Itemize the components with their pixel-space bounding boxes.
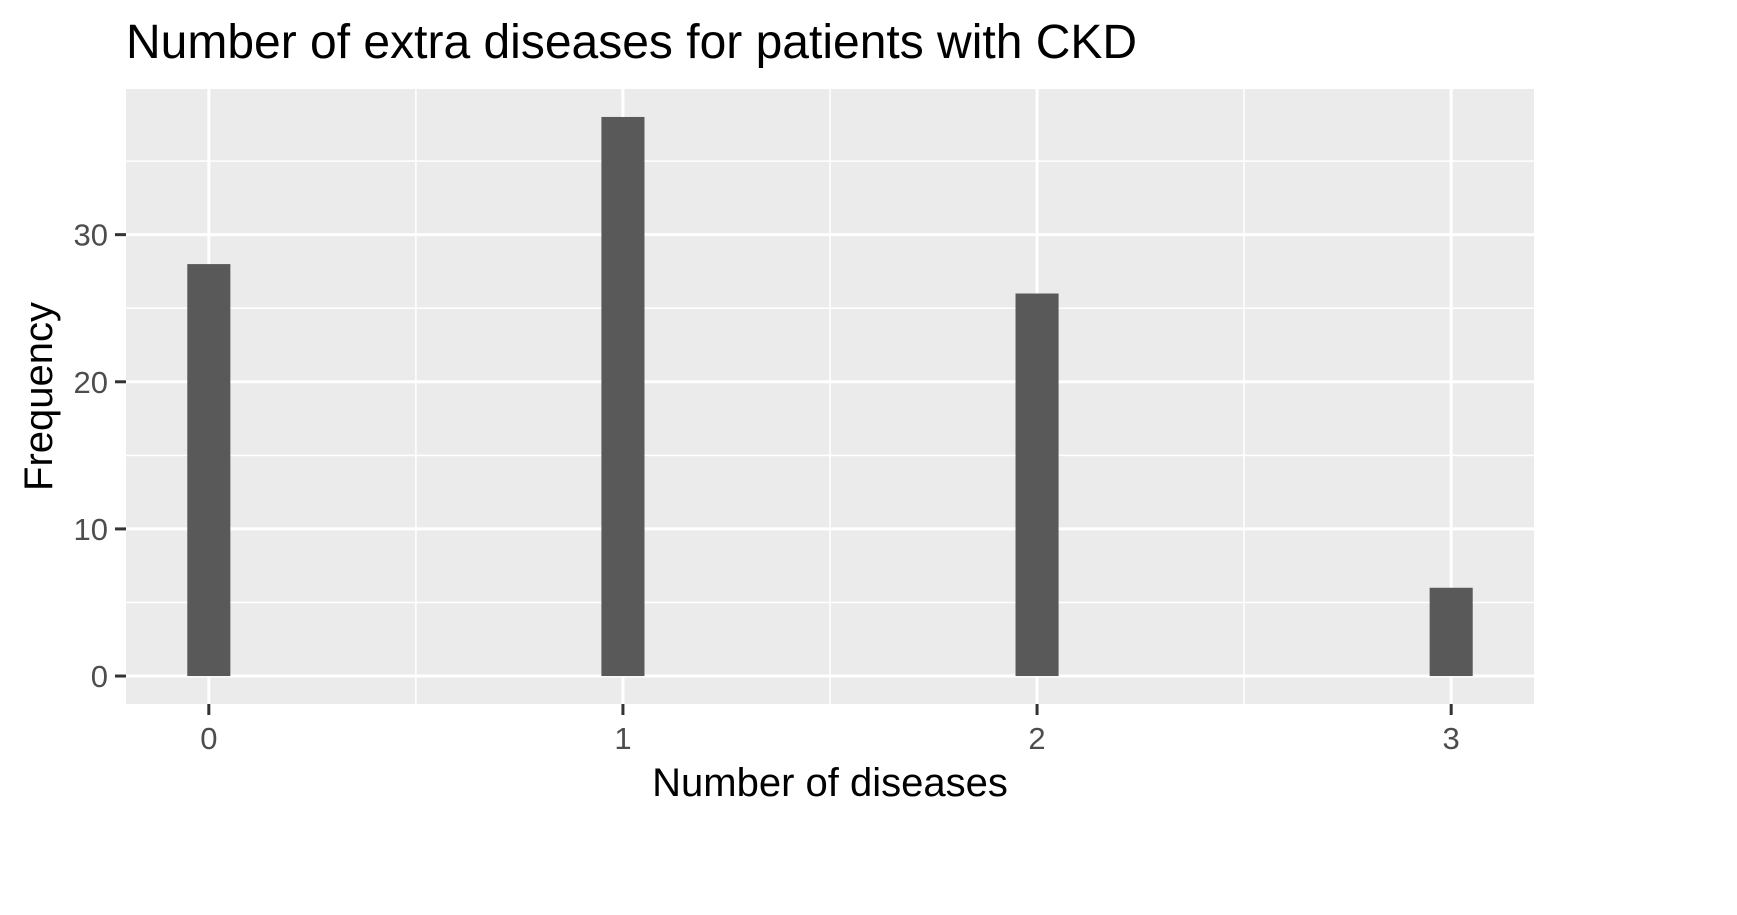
- bars: [187, 116, 1473, 677]
- x-tick-label: 2: [1028, 721, 1045, 756]
- bar-0: [187, 264, 231, 677]
- chart-title: Number of extra diseases for patients wi…: [126, 16, 1137, 69]
- bar-3: [1429, 587, 1473, 677]
- y-tick-label: 10: [74, 512, 108, 547]
- y-axis: 0 10 20 30: [74, 218, 126, 694]
- x-tick-label: 0: [200, 721, 217, 756]
- y-axis-label: Frequency: [17, 302, 61, 491]
- x-axis: 0 1 2 3: [200, 704, 1460, 756]
- bar-1: [601, 116, 645, 677]
- x-tick-label: 1: [614, 721, 631, 756]
- y-tick-label: 20: [74, 365, 108, 400]
- grid: [126, 89, 1534, 704]
- bar-2: [1015, 293, 1059, 677]
- x-axis-label: Number of diseases: [652, 761, 1008, 805]
- x-tick-label: 3: [1443, 721, 1460, 756]
- y-tick-label: 0: [91, 659, 108, 694]
- y-tick-label: 30: [74, 218, 108, 253]
